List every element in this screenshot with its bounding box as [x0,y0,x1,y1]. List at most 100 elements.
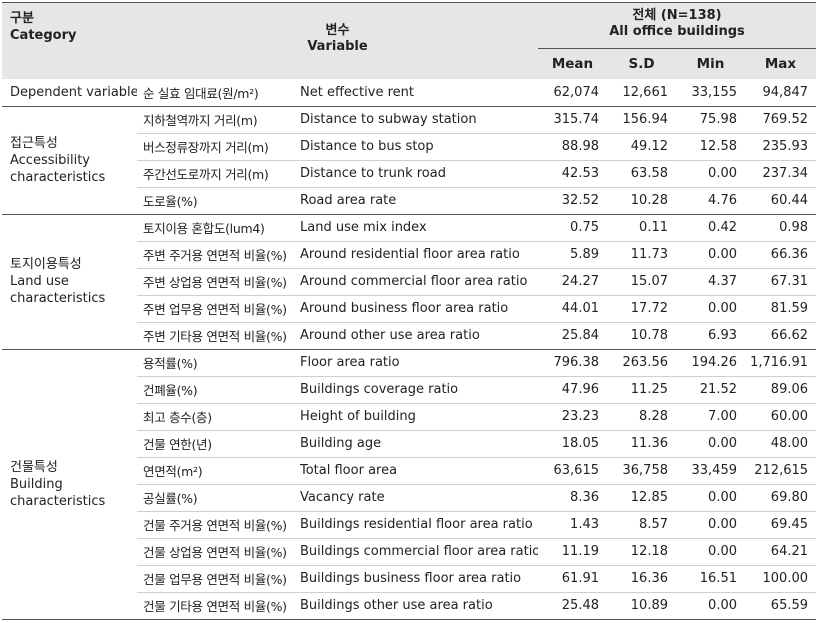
value-max: 235.93 [745,133,817,161]
dependent-min: 33,155 [676,79,745,107]
value-mean: 11.19 [538,538,607,566]
value-min: 0.00 [676,430,745,458]
value-max: 69.45 [745,511,817,539]
value-mean: 0.75 [538,214,607,242]
value-max: 100.00 [745,565,817,593]
variable-en: Buildings commercial floor area ratio [298,538,538,566]
table-row-dependent: Dependent variable 순 실효 임대료(원/m²) Net ef… [2,79,817,107]
value-min: 0.00 [676,511,745,539]
value-sd: 11.73 [607,241,676,269]
variable-kr: 건폐율(%) [137,376,298,404]
value-min: 0.00 [676,538,745,566]
variable-kr: 최고 층수(층) [137,403,298,431]
table-row: 공실률(%) Vacancy rate 8.36 12.85 0.00 69.8… [2,484,817,512]
value-mean: 23.23 [538,403,607,431]
variable-kr: 주변 상업용 연면적 비율(%) [137,268,298,296]
header-all-kr: 전체 (N=138) [632,8,722,23]
value-mean: 88.98 [538,133,607,161]
header-mean: Mean [538,48,607,79]
value-max: 64.21 [745,538,817,566]
group-category-en: Land use characteristics [10,274,106,306]
variable-en: Buildings business floor area ratio [298,565,538,593]
value-sd: 15.07 [607,268,676,296]
value-max: 60.00 [745,403,817,431]
value-mean: 18.05 [538,430,607,458]
value-max: 81.59 [745,295,817,323]
dependent-category: Dependent variable [2,79,137,107]
table-row: 버스정류장까지 거리(m) Distance to bus stop 88.98… [2,133,817,161]
variable-kr: 건물 업무용 연면적 비율(%) [137,565,298,593]
value-mean: 8.36 [538,484,607,512]
value-sd: 36,758 [607,457,676,485]
table-row: 토지이용특성 Land use characteristics 토지이용 혼합도… [2,214,817,350]
variable-kr: 주변 업무용 연면적 비율(%) [137,295,298,323]
value-min: 0.42 [676,214,745,242]
value-mean: 63,615 [538,457,607,485]
group-category-kr: 건물특성 [10,459,58,475]
variable-en: Distance to bus stop [298,133,538,161]
variable-en: Height of building [298,403,538,431]
dependent-max: 94,847 [745,79,817,107]
variable-en: Floor area ratio [298,349,538,377]
variable-kr: 버스정류장까지 거리(m) [137,133,298,161]
header-variable: 변수 Variable [137,3,538,79]
header-category: 구분 Category [2,3,137,79]
value-mean: 47.96 [538,376,607,404]
header-category-en: Category [10,28,77,43]
value-max: 0.98 [745,214,817,242]
value-mean: 24.27 [538,268,607,296]
value-min: 0.00 [676,484,745,512]
table-row: 연면적(m²) Total floor area 63,615 36,758 3… [2,457,817,485]
value-min: 12.58 [676,133,745,161]
descriptive-statistics-table: 구분 Category 변수 Variable 전체 (N=138) All o… [2,3,817,620]
value-mean: 61.91 [538,565,607,593]
variable-kr: 건물 연한(년) [137,430,298,458]
value-max: 769.52 [745,106,817,134]
value-min: 4.76 [676,187,745,215]
group-category-land-use: 토지이용특성 Land use characteristics [2,214,137,350]
dependent-sd: 12,661 [607,79,676,107]
value-mean: 315.74 [538,106,607,134]
value-sd: 11.36 [607,430,676,458]
group-category-en: Accessibility characteristics [10,152,106,185]
table-row: 최고 층수(층) Height of building 23.23 8.28 7… [2,403,817,431]
table-row: 주변 업무용 연면적 비율(%) Around business floor a… [2,295,817,323]
value-max: 67.31 [745,268,817,296]
value-max: 212,615 [745,457,817,485]
value-max: 48.00 [745,430,817,458]
value-sd: 0.11 [607,214,676,242]
header-variable-kr: 변수 [325,23,350,38]
dependent-mean: 62,074 [538,79,607,107]
variable-en: Distance to subway station [298,106,538,134]
variable-kr: 주간선도로까지 거리(m) [137,160,298,188]
group-category-kr: 접근특성 [10,135,58,151]
value-mean: 25.48 [538,592,607,620]
variable-en: Around residential floor area ratio [298,241,538,269]
value-max: 69.80 [745,484,817,512]
value-mean: 796.38 [538,349,607,377]
value-min: 75.98 [676,106,745,134]
value-max: 65.59 [745,592,817,620]
value-sd: 10.28 [607,187,676,215]
value-sd: 49.12 [607,133,676,161]
value-sd: 263.56 [607,349,676,377]
variable-kr: 지하철역까지 거리(m) [137,106,298,134]
value-sd: 8.57 [607,511,676,539]
value-max: 1,716.91 [745,349,817,377]
header-variable-en: Variable [307,39,368,54]
variable-en: Buildings residential floor area ratio [298,511,538,539]
value-max: 60.44 [745,187,817,215]
table-row: 건물 기타용 연면적 비율(%) Buildings other use are… [2,592,817,620]
value-min: 21.52 [676,376,745,404]
variable-en: Road area rate [298,187,538,215]
value-sd: 17.72 [607,295,676,323]
variable-en: Around commercial floor area ratio [298,268,538,296]
value-sd: 63.58 [607,160,676,188]
variable-en: Around other use area ratio [298,322,538,350]
variable-kr: 건물 기타용 연면적 비율(%) [137,592,298,620]
value-min: 7.00 [676,403,745,431]
variable-kr: 용적률(%) [137,349,298,377]
variable-kr: 주변 주거용 연면적 비율(%) [137,241,298,269]
value-max: 66.62 [745,322,817,350]
group-category-accessibility: 접근특성 Accessibility characteristics [2,106,137,215]
